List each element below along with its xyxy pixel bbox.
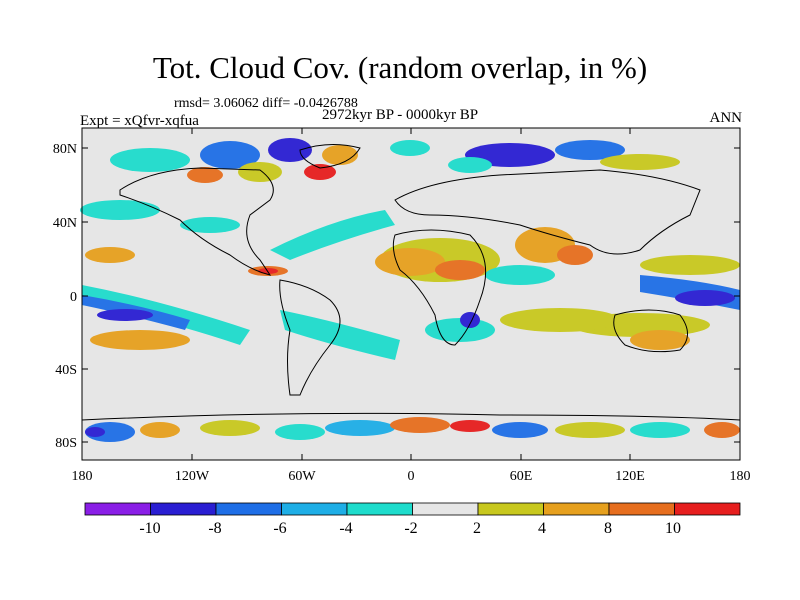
lat-axis: 80N 40N 0 40S 80S xyxy=(53,142,77,451)
lon-label-180e: 180 xyxy=(730,469,751,484)
colorbar-label-4: -4 xyxy=(339,520,352,537)
colorbar-swatch-10 xyxy=(674,502,741,516)
colorbar-swatch-1 xyxy=(84,502,151,516)
lon-label-60e: 60E xyxy=(510,469,533,484)
lon-label-0: 0 xyxy=(408,469,415,484)
season-label: ANN xyxy=(709,110,743,126)
map-background xyxy=(82,128,740,460)
coastlines xyxy=(81,144,741,421)
colorbar-swatch-5 xyxy=(346,502,413,516)
colorbar-swatch-6 xyxy=(412,502,479,516)
map-title: Tot. Cloud Cov. (random overlap, in %) xyxy=(152,50,648,85)
colorbar-labels: -10 -8 -6 -4 -2 2 4 8 10 xyxy=(139,520,681,537)
colorbar-label-3: -6 xyxy=(273,520,286,537)
lon-label-120w: 120W xyxy=(175,469,210,484)
colorbar-swatch-4 xyxy=(281,502,348,516)
colorbar-swatch-2 xyxy=(150,502,217,516)
lat-label-0: 0 xyxy=(70,290,77,305)
colorbar xyxy=(84,502,741,516)
colorbar-label-7: 4 xyxy=(538,520,546,537)
experiment-label: Expt = xQfvr-xqfua xyxy=(80,113,199,129)
map-panel xyxy=(80,127,741,461)
lon-axis: 180 120W 60W 0 60E 120E 180 xyxy=(72,469,751,484)
lat-label-80s: 80S xyxy=(55,436,77,451)
anomaly-field xyxy=(80,138,740,442)
lat-label-40s: 40S xyxy=(55,363,77,378)
lat-label-40n: 40N xyxy=(53,216,77,231)
colorbar-swatch-7 xyxy=(477,502,544,516)
stats-text: rmsd= 3.06062 diff= -0.0426788 xyxy=(174,96,358,111)
colorbar-label-6: 2 xyxy=(473,520,481,537)
colorbar-label-1: -10 xyxy=(139,520,160,537)
colorbar-swatch-3 xyxy=(215,502,282,516)
lon-label-60w: 60W xyxy=(288,469,316,484)
colorbar-label-9: 10 xyxy=(665,520,681,537)
tick-marks xyxy=(82,128,740,460)
lon-label-120e: 120E xyxy=(615,469,645,484)
colorbar-swatch-9 xyxy=(608,502,675,516)
period-label: 2972kyr BP - 0000kyr BP xyxy=(322,107,479,123)
lat-label-80n: 80N xyxy=(53,142,77,157)
colorbar-label-5: -2 xyxy=(404,520,417,537)
lon-label-180w: 180 xyxy=(72,469,93,484)
colorbar-label-2: -8 xyxy=(208,520,221,537)
colorbar-label-8: 8 xyxy=(604,520,612,537)
colorbar-swatch-8 xyxy=(543,502,610,516)
